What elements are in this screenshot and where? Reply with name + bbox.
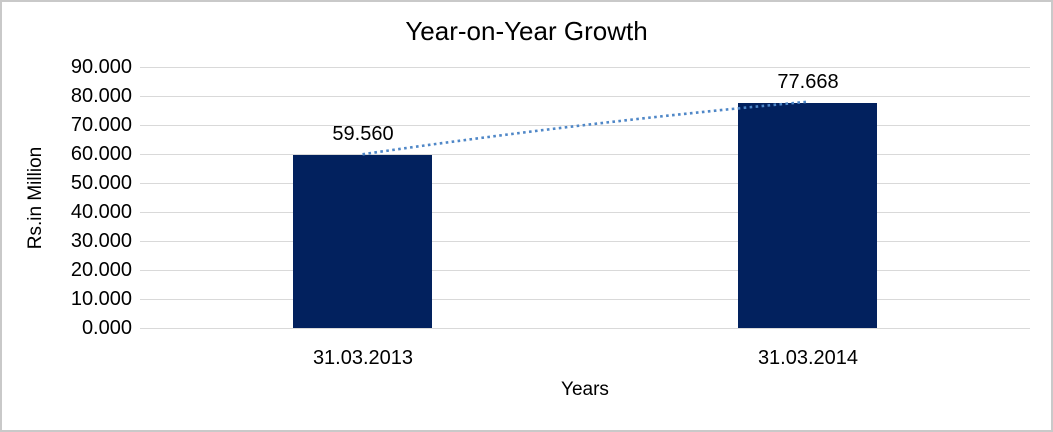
x-tick-label: 31.03.2013: [312, 347, 414, 369]
x-axis-title: Years: [561, 379, 609, 400]
y-tick-label: 70.000: [70, 114, 132, 136]
bar-value-label: 59.560: [332, 123, 394, 145]
y-tick-label: 10.000: [70, 288, 132, 310]
y-tick-label: 0.000: [81, 317, 132, 339]
y-tick-label: 30.000: [70, 230, 132, 252]
gridline: [140, 183, 1030, 184]
y-tick-label: 40.000: [70, 201, 132, 223]
y-axis-title: Rs.in Million: [25, 146, 46, 250]
y-tick-label: 20.000: [70, 259, 132, 281]
bar-value-label: 77.668: [777, 71, 839, 93]
gridline: [140, 299, 1030, 300]
gridline: [140, 125, 1030, 126]
chart-title: Year-on-Year Growth: [405, 16, 648, 46]
gridline: [140, 270, 1030, 271]
gridline: [140, 154, 1030, 155]
bar: [738, 103, 877, 328]
gridline: [140, 328, 1030, 329]
y-tick-label: 80.000: [70, 85, 132, 107]
bar: [293, 155, 432, 328]
y-tick-label: 90.000: [70, 56, 132, 78]
y-tick-label: 60.000: [70, 143, 132, 165]
gridline: [140, 241, 1030, 242]
y-tick-label: 50.000: [70, 172, 132, 194]
gridline: [140, 96, 1030, 97]
gridline: [140, 212, 1030, 213]
x-tick-label: 31.03.2014: [757, 347, 859, 369]
gridline: [140, 67, 1030, 68]
